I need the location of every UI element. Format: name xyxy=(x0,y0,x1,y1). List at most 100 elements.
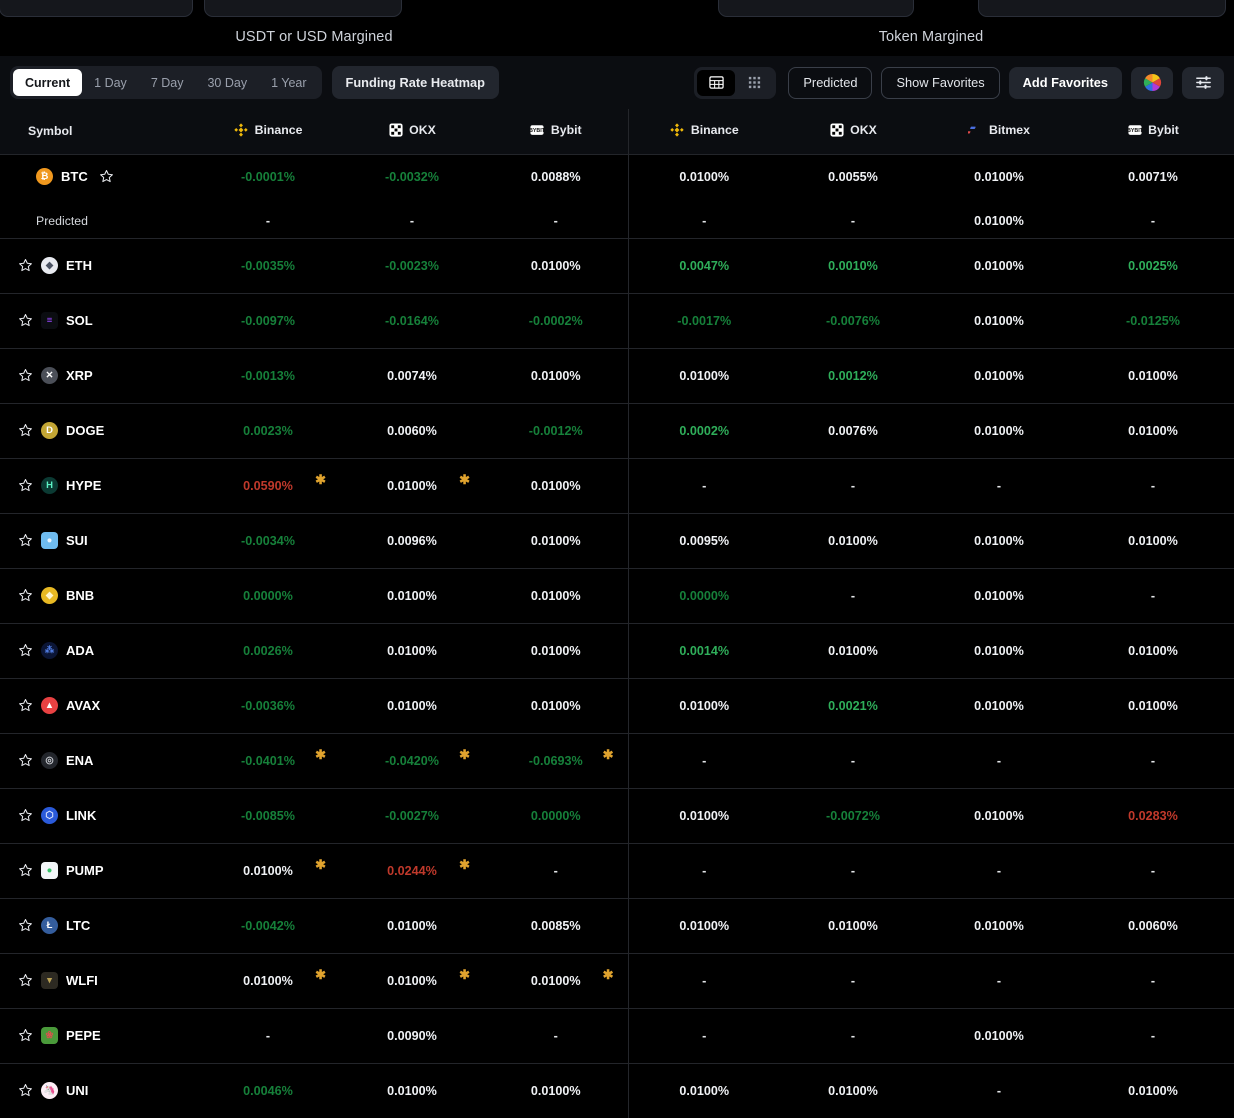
show-favorites-button[interactable]: Show Favorites xyxy=(881,66,1000,99)
favorite-star-icon[interactable] xyxy=(99,169,114,184)
table-row[interactable]: ◆ ETH -0.0035% -0.0023% 0.0100% 0.0047% 0.0010… xyxy=(0,238,1234,293)
header-bybit-token[interactable]: BYBIT Bybit xyxy=(1072,109,1234,154)
color-picker-button[interactable] xyxy=(1131,66,1173,99)
symbol-cell[interactable]: ▲ AVAX xyxy=(0,678,196,733)
symbol-cell[interactable]: ⬡ LINK xyxy=(0,788,196,843)
favorite-star-icon[interactable] xyxy=(18,808,33,823)
header-binance-token[interactable]: Binance xyxy=(627,109,780,154)
partial-card-3[interactable] xyxy=(718,0,914,17)
favorite-star-icon[interactable] xyxy=(18,1083,33,1098)
rate-cell: 0.0100% xyxy=(340,678,484,733)
header-okx-token[interactable]: OKX xyxy=(780,109,926,154)
symbol-cell[interactable]: ❀ PEPE xyxy=(0,1008,196,1063)
favorite-star-icon[interactable] xyxy=(18,918,33,933)
rate-value: 0.0096% xyxy=(387,533,437,548)
favorite-star-icon[interactable] xyxy=(18,1028,33,1043)
symbol-cell[interactable]: ₿ BTC xyxy=(0,154,196,204)
symbol-cell[interactable]: ◎ ENA xyxy=(0,733,196,788)
rate-cell: 0.0100% xyxy=(926,403,1072,458)
predicted-button[interactable]: Predicted xyxy=(788,66,873,99)
symbol-cell[interactable]: ✕ XRP xyxy=(0,348,196,403)
symbol-cell[interactable]: ≡ SOL xyxy=(0,293,196,348)
symbol-cell[interactable]: ◆ ETH xyxy=(0,238,196,293)
rate-value: - xyxy=(1150,973,1156,988)
rate-value: 0.0090% xyxy=(387,1028,437,1043)
header-bitmex-token[interactable]: Bitmex xyxy=(926,109,1072,154)
favorite-star-icon[interactable] xyxy=(18,588,33,603)
rate-value: 0.0014% xyxy=(679,643,730,658)
table-row[interactable]: ⬡ LINK -0.0085% -0.0027% 0.0000% 0.0100% -0.00… xyxy=(0,788,1234,843)
table-row[interactable]: ❀ PEPE - 0.0090% - - - 0.0100% - xyxy=(0,1008,1234,1063)
rate-cell: - xyxy=(484,1008,628,1063)
rate-value: 0.0000% xyxy=(243,588,293,603)
range-7-day[interactable]: 7 Day xyxy=(150,75,184,90)
table-row[interactable]: H HYPE 0.0590% ✱ 0.0100% ✱ 0.0100% - - - - xyxy=(0,458,1234,513)
table-row[interactable]: ✕ XRP -0.0013% 0.0074% 0.0100% 0.0100% 0.0012%… xyxy=(0,348,1234,403)
symbol-cell[interactable]: Ł LTC xyxy=(0,898,196,953)
header-symbol[interactable]: Symbol xyxy=(0,109,196,154)
table-row[interactable]: ≡ SOL -0.0097% -0.0164% -0.0002% -0.0017% -0.0… xyxy=(0,293,1234,348)
rate-cell: 0.0046% xyxy=(196,1063,340,1118)
favorite-star-icon[interactable] xyxy=(18,863,33,878)
favorite-star-icon[interactable] xyxy=(18,973,33,988)
header-bybit-usd[interactable]: BYBIT Bybit xyxy=(484,109,628,154)
range-current[interactable]: Current xyxy=(13,69,83,96)
header-binance-usd[interactable]: Binance xyxy=(196,109,340,154)
funding-rate-heatmap-button[interactable]: Funding Rate Heatmap xyxy=(331,66,499,99)
table-row[interactable]: ⁂ ADA 0.0026% 0.0100% 0.0100% 0.0014% 0.0100% 0… xyxy=(0,623,1234,678)
rate-cell: - xyxy=(1072,458,1234,513)
symbol-cell[interactable]: H HYPE xyxy=(0,458,196,513)
favorite-star-icon[interactable] xyxy=(18,643,33,658)
table-row[interactable]: Ł LTC -0.0042% 0.0100% 0.0085% 0.0100% 0.0100%… xyxy=(0,898,1234,953)
rate-cell: 0.0244% ✱ xyxy=(340,843,484,898)
table-row[interactable]: ● SUI -0.0034% 0.0096% 0.0100% 0.0095% 0.0100%… xyxy=(0,513,1234,568)
favorite-star-icon[interactable] xyxy=(18,698,33,713)
symbol-cell[interactable]: ◆ BNB xyxy=(0,568,196,623)
table-row[interactable]: ● PUMP 0.0100% ✱ 0.0244% ✱ - - - - - xyxy=(0,843,1234,898)
add-favorites-button[interactable]: Add Favorites xyxy=(1008,66,1122,99)
rate-value: - xyxy=(850,588,856,603)
favorite-star-icon[interactable] xyxy=(18,423,33,438)
table-row[interactable]: ▲ AVAX -0.0036% 0.0100% 0.0100% 0.0100% 0.0021… xyxy=(0,678,1234,733)
rate-cell: -0.0693% ✱ xyxy=(484,733,628,788)
rate-cell: 0.0590% ✱ xyxy=(196,458,340,513)
rate-value: -0.0013% xyxy=(241,368,295,383)
rate-cell: - xyxy=(196,1008,340,1063)
asterisk-marker-icon: ✱ xyxy=(602,746,614,762)
favorite-star-icon[interactable] xyxy=(18,533,33,548)
symbol-cell[interactable]: ● PUMP xyxy=(0,843,196,898)
table-view-button[interactable] xyxy=(697,69,736,96)
symbol-cell[interactable]: D DOGE xyxy=(0,403,196,458)
table-row[interactable]: ▾ WLFI 0.0100% ✱ 0.0100% ✱ 0.0100% ✱ - - - - xyxy=(0,953,1234,1008)
rate-value: 0.0100% xyxy=(974,643,1024,658)
bybit-icon: BYBIT xyxy=(530,123,545,138)
table-row[interactable]: ◎ ENA -0.0401% ✱ -0.0420% ✱ -0.0693% ✱ - - - - xyxy=(0,733,1234,788)
favorite-star-icon[interactable] xyxy=(18,313,33,328)
table-row[interactable]: 🦄 UNI 0.0046% 0.0100% 0.0100% 0.0100% 0.0100% -… xyxy=(0,1063,1234,1118)
favorite-star-icon[interactable] xyxy=(18,258,33,273)
partial-card-2[interactable] xyxy=(204,0,402,17)
header-exchange-label: Bybit xyxy=(550,123,582,137)
grid-view-button[interactable] xyxy=(735,70,773,96)
rate-cell: -0.0017% xyxy=(627,293,780,348)
symbol-cell[interactable]: 🦄 UNI xyxy=(0,1063,196,1118)
table-row[interactable]: ₿ BTC -0.0001% -0.0032% 0.0088% 0.0100% 0.0055… xyxy=(0,154,1234,204)
range-1-year[interactable]: 1 Year xyxy=(271,75,307,90)
symbol-cell[interactable]: ⁂ ADA xyxy=(0,623,196,678)
partial-card-1[interactable] xyxy=(0,0,193,17)
favorite-star-icon[interactable] xyxy=(18,753,33,768)
binance-icon xyxy=(670,123,685,138)
sliders-icon xyxy=(1195,76,1211,89)
favorite-star-icon[interactable] xyxy=(18,368,33,383)
range-30-day[interactable]: 30 Day xyxy=(207,75,248,90)
header-okx-usd[interactable]: OKX xyxy=(340,109,484,154)
symbol-cell[interactable]: ● SUI xyxy=(0,513,196,568)
symbol-cell[interactable]: ▾ WLFI xyxy=(0,953,196,1008)
rate-value: - xyxy=(265,213,271,228)
table-row[interactable]: ◆ BNB 0.0000% 0.0100% 0.0100% 0.0000% - 0.0100%… xyxy=(0,568,1234,623)
partial-card-4[interactable] xyxy=(978,0,1226,17)
table-row[interactable]: D DOGE 0.0023% 0.0060% -0.0012% 0.0002% 0.0076… xyxy=(0,403,1234,458)
favorite-star-icon[interactable] xyxy=(18,478,33,493)
settings-button[interactable] xyxy=(1182,66,1224,99)
range-1-day[interactable]: 1 Day xyxy=(94,75,127,90)
